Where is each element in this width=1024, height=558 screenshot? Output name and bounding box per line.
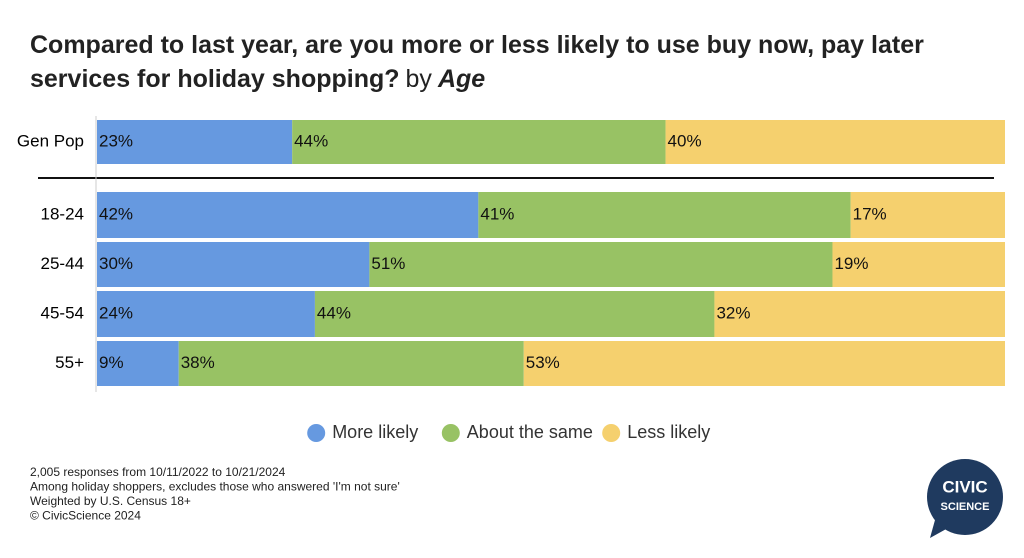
legend-label: Less likely (627, 422, 710, 442)
bar-segment (178, 341, 524, 386)
data-label: 51% (371, 254, 405, 273)
bar-segment (665, 120, 1005, 164)
data-label: 9% (99, 353, 124, 372)
bar-segment (97, 120, 293, 164)
logo-tail (930, 520, 948, 538)
bar-segment (523, 341, 1005, 386)
data-label: 24% (99, 303, 133, 322)
category-label: 25-44 (41, 254, 84, 273)
bar-segment (314, 291, 715, 337)
logo-text: SCIENCE (941, 501, 990, 513)
data-label: 40% (668, 131, 702, 150)
data-label: 17% (853, 204, 887, 223)
category-label: Gen Pop (17, 131, 84, 150)
legend-swatch (602, 424, 621, 442)
footnote: Weighted by U.S. Census 18+ (30, 494, 191, 508)
logo-text: CIVIC (942, 477, 987, 496)
footnote: 2,005 responses from 10/11/2022 to 10/21… (30, 465, 286, 479)
bar-segment (832, 242, 1005, 287)
bar-segment (369, 242, 833, 287)
logo-circle (927, 459, 1003, 535)
category-label: 18-24 (41, 204, 84, 223)
bar-segment (97, 291, 315, 337)
data-label: 38% (181, 353, 215, 372)
bar-segment (850, 192, 1005, 238)
data-label: 19% (834, 254, 868, 273)
footnote: Among holiday shoppers, excludes those w… (30, 480, 400, 494)
data-label: 44% (317, 303, 351, 322)
chart-title: Compared to last year, are you more or l… (30, 28, 1000, 96)
bar-segment (97, 341, 179, 386)
data-label: 30% (99, 254, 133, 273)
category-label: 55+ (55, 353, 84, 372)
title-dimension: Age (437, 65, 486, 93)
legend-swatch (307, 424, 326, 442)
category-label: 45-54 (41, 303, 84, 322)
bar-segment (97, 192, 479, 238)
data-label: 44% (294, 131, 328, 150)
legend-label: More likely (332, 422, 418, 442)
legend-swatch (441, 424, 460, 442)
title-by: by (405, 65, 432, 93)
footnote: © CivicScience 2024 (30, 509, 141, 523)
bar-segment (478, 192, 851, 238)
bar-segment (714, 291, 1005, 337)
data-label: 32% (716, 303, 750, 322)
bar-segment (292, 120, 666, 164)
data-label: 42% (99, 204, 133, 223)
legend-label: About the same (467, 422, 593, 442)
bar-segment (97, 242, 370, 287)
data-label: 53% (526, 353, 560, 372)
title-text: Compared to last year, are you more or l… (30, 31, 924, 93)
data-label: 41% (480, 204, 514, 223)
data-label: 23% (99, 131, 133, 150)
